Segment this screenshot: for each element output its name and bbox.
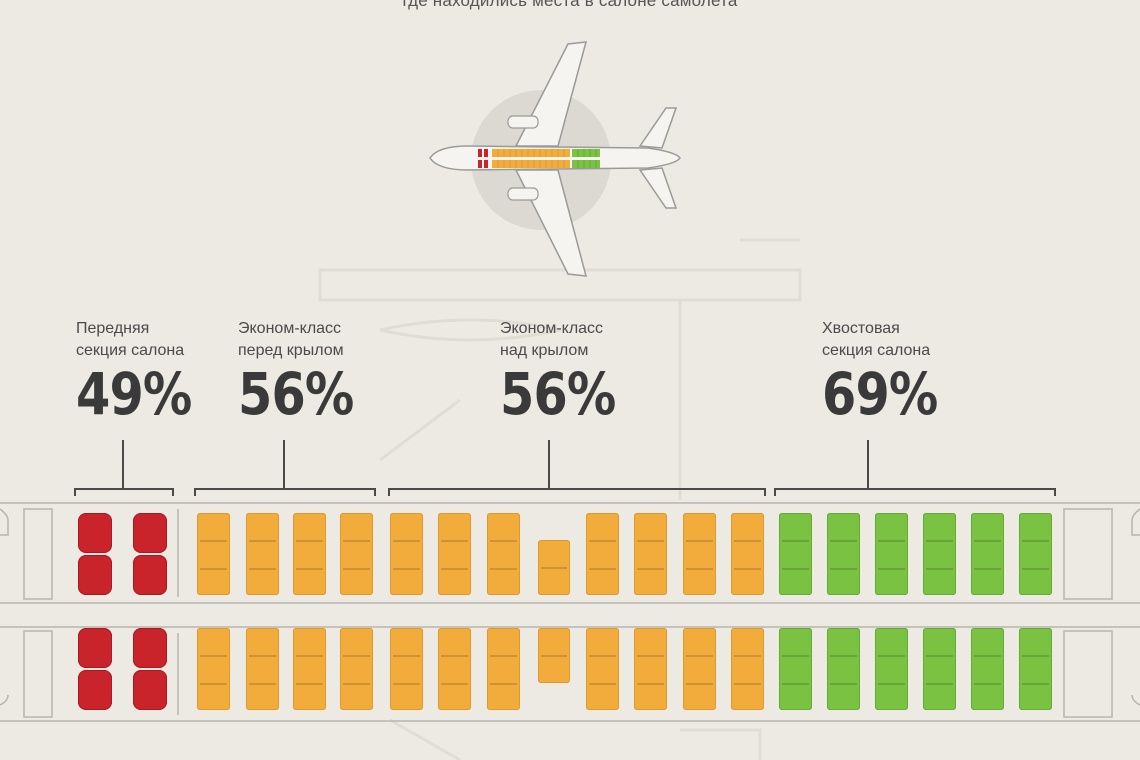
section-label: Эконом-класс перед крылом [238,320,344,359]
section-label: Эконом-класс над крылом [500,320,604,359]
section-bracket [74,488,174,496]
economy-seat [246,628,279,710]
economy-seat [487,513,520,595]
economy-seat [340,628,373,710]
economy-seat [538,540,570,595]
front-seat [78,670,112,710]
front-seat [133,628,167,668]
section-label: Передняя секция салона [76,320,185,359]
section-percent: 49% [76,360,192,428]
section-pointer [867,440,869,488]
economy-seat [293,628,326,710]
section-front: Передняя секция салона 49% [76,318,212,424]
economy-seat [731,628,764,710]
economy-seat [390,513,423,595]
front-seat [133,555,167,595]
economy-seat [197,628,230,710]
economy-seat [246,513,279,595]
economy-seat [390,628,423,710]
economy-seat [586,628,619,710]
tail-seat [827,628,860,710]
economy-seat [586,513,619,595]
front-seat [133,513,167,553]
tail-seat [779,628,812,710]
economy-seat [683,513,716,595]
economy-seat [438,513,471,595]
subtitle: где находились места в салоне самолета [402,0,738,10]
economy-seat [538,628,570,683]
economy-seat [683,628,716,710]
airplane-icon [429,41,681,277]
section-percent: 69% [822,360,938,428]
tail-seat [875,628,908,710]
section-pointer [283,440,285,488]
tail-seat [1019,513,1052,595]
tail-seat [923,628,956,710]
economy-seat [438,628,471,710]
tail-seat [875,513,908,595]
tail-seat [971,628,1004,710]
front-seat [78,513,112,553]
tail-seat [1019,628,1052,710]
front-seat [78,628,112,668]
section-percent: 56% [238,360,354,428]
economy-seat [197,513,230,595]
section-percent: 56% [500,360,616,428]
economy-seat [340,513,373,595]
front-seat [78,555,112,595]
section-pointer [548,440,550,488]
section-econ-over-wing: Эконом-класс над крылом 56% [500,318,636,424]
section-bracket [774,488,1056,496]
section-econ-before-wing: Эконом-класс перед крылом 56% [238,318,374,424]
section-label: Хвостовая секция салона [822,320,931,359]
section-tail: Хвостовая секция салона 69% [822,318,958,424]
tail-seat [923,513,956,595]
tail-seat [971,513,1004,595]
economy-seat [487,628,520,710]
tail-seat [827,513,860,595]
section-pointer [122,440,124,488]
front-seat [133,670,167,710]
cabin-outline [0,502,1140,722]
section-bracket [388,488,766,496]
economy-seat [731,513,764,595]
economy-seat [634,513,667,595]
tail-seat [779,513,812,595]
section-bracket [194,488,376,496]
economy-seat [634,628,667,710]
economy-seat [293,513,326,595]
